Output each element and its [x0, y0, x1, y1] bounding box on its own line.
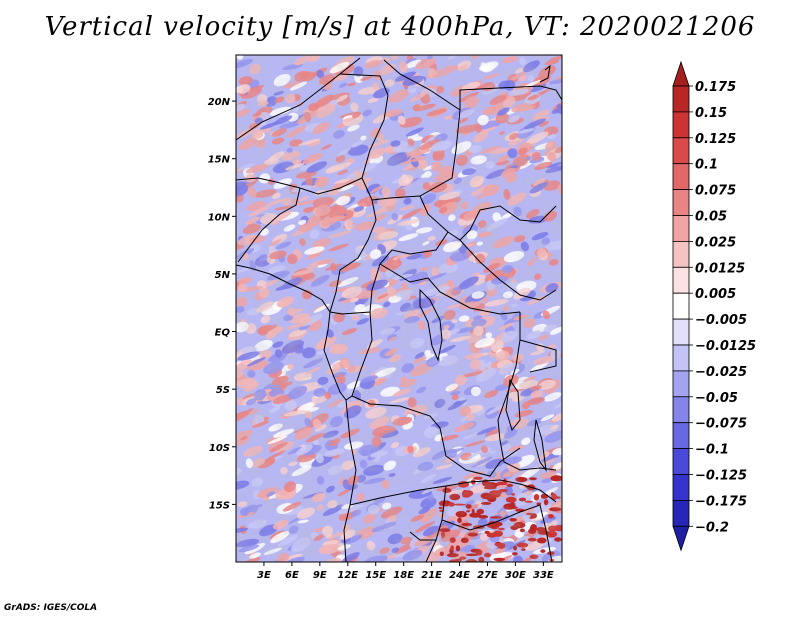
colorbar-cell — [672, 499, 690, 527]
x-tick-label: 6E — [285, 570, 299, 581]
x-tick-label: 30E — [505, 570, 526, 581]
x-tick-label: 15E — [365, 570, 386, 581]
colorbar-cell — [672, 318, 690, 346]
border-line — [351, 395, 521, 477]
vertical-velocity-field — [236, 55, 562, 562]
colorbar-label: 0.05 — [695, 210, 727, 225]
lake-outline — [419, 288, 443, 362]
colorbar-cell — [672, 163, 690, 190]
colorbar-label: −0.005 — [695, 313, 747, 328]
border-line — [409, 531, 436, 541]
colorbar-label: −0.2 — [695, 520, 729, 535]
border-line — [237, 187, 301, 263]
x-tick-label: 33E — [533, 570, 554, 581]
colorbar-label: −0.0125 — [695, 339, 756, 354]
field-noise — [236, 55, 562, 562]
colorbar-label: −0.175 — [695, 494, 747, 509]
border-line — [441, 504, 541, 531]
border-line — [379, 263, 521, 315]
y-axis: 20N 15N 10N 5N EQ 5S 10S 15S — [208, 97, 236, 511]
colorbar-cell — [672, 344, 690, 372]
y-tick-label: 5N — [215, 270, 231, 281]
border-line — [345, 311, 373, 401]
lake-outline — [505, 378, 521, 432]
colorbar-cell — [672, 370, 690, 398]
colorbar-label: 0.005 — [695, 287, 736, 302]
coastline — [539, 64, 551, 83]
y-tick-label: 10N — [208, 212, 231, 223]
colorbar-label: −0.125 — [695, 469, 747, 484]
colorbar-cell — [672, 422, 690, 450]
colorbar-cell — [672, 215, 690, 242]
colorbar-cell — [672, 474, 690, 501]
colorbar-label: 0.125 — [695, 132, 736, 147]
border-line — [459, 85, 562, 110]
border-line — [329, 199, 377, 313]
colorbar-cell — [672, 266, 690, 294]
border-line — [236, 57, 361, 141]
y-tick-label: 5S — [216, 385, 230, 396]
coastline — [236, 264, 347, 401]
colorbar-cell — [672, 448, 690, 475]
colorbar-cell — [672, 525, 690, 552]
colorbar-label: −0.075 — [695, 417, 747, 432]
x-tick-label: 27E — [477, 570, 498, 581]
colorbar-cell — [672, 240, 690, 268]
border-line — [519, 339, 557, 373]
y-tick-label: 15S — [209, 500, 230, 511]
country-borders — [236, 57, 562, 562]
x-tick-label: 12E — [337, 570, 358, 581]
colorbar-label: −0.025 — [695, 365, 747, 380]
colorbar-cell — [672, 60, 690, 87]
x-tick-label: 3E — [257, 570, 271, 581]
x-tick-label: 24E — [449, 570, 470, 581]
border-line — [459, 205, 557, 241]
border-line — [343, 399, 357, 562]
colorbar-cell — [672, 396, 690, 424]
colorbar-label: 0.0125 — [695, 261, 745, 276]
y-tick-label: EQ — [215, 328, 231, 339]
chart-title: Vertical velocity [m/s] at 400hPa, VT: 2… — [44, 12, 756, 42]
border-line — [539, 504, 553, 562]
grads-credit: GrADS: IGES/COLA — [4, 603, 98, 613]
x-tick-label: 9E — [313, 570, 327, 581]
map-frame — [235, 54, 563, 563]
x-axis: 3E 6E 9E 12E 15E 18E 21E 24E 27E 30E 33E — [257, 562, 554, 581]
colorbar-cell — [672, 85, 690, 113]
lake-outline — [533, 419, 547, 472]
colorbar-label: 0.025 — [695, 235, 736, 250]
y-tick-label: 10S — [209, 443, 230, 454]
colorbar-label: 0.075 — [695, 184, 736, 199]
colorbar-label: 0.175 — [695, 80, 736, 95]
colorbar-cell — [672, 111, 690, 139]
colorbar: 0.175 0.15 0.125 0.1 0.075 0.05 0.025 0.0125 0.0… — [672, 60, 756, 552]
border-line — [497, 312, 521, 441]
colorbar-label: −0.05 — [695, 391, 738, 406]
colorbar-cell — [672, 189, 690, 216]
x-tick-label: 18E — [393, 570, 414, 581]
colorbar-cell — [672, 137, 690, 165]
colorbar-label: 0.15 — [695, 106, 727, 121]
colorbar-cell — [672, 292, 690, 320]
y-tick-label: 20N — [208, 97, 231, 108]
border-line — [419, 195, 557, 301]
y-tick-label: 15N — [208, 155, 231, 166]
colorbar-label: 0.1 — [695, 158, 718, 173]
border-line — [445, 479, 557, 503]
x-tick-label: 21E — [421, 570, 442, 581]
border-line — [339, 59, 461, 201]
colorbar-label: −0.1 — [695, 443, 729, 458]
